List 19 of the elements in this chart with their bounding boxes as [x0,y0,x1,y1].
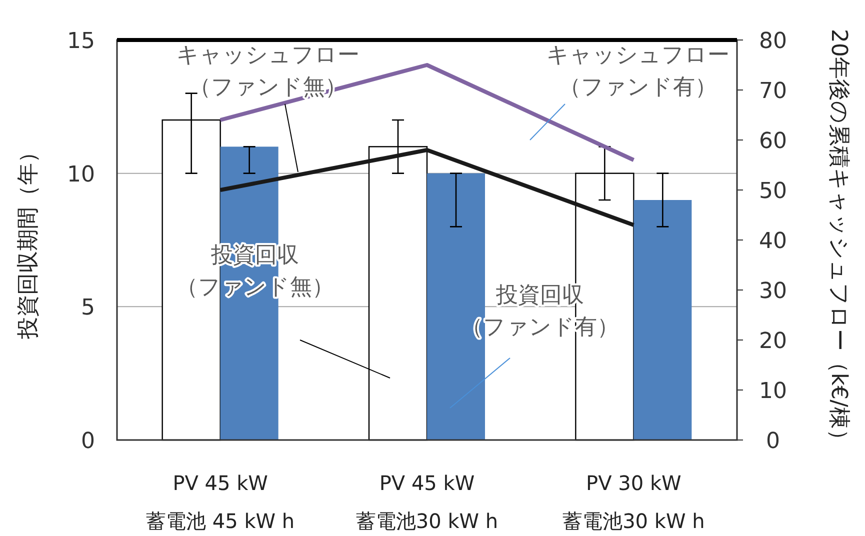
series-label: キャッシュフロー（ファンド有） [546,43,730,100]
y-tick-label: 0 [81,429,95,454]
y2-tick-label: 10 [759,379,787,404]
y-tick-label: 10 [67,162,95,188]
y2-tick-label: 0 [766,429,780,454]
y2-tick-label: 30 [759,279,787,304]
y-tick-label: 15 [67,29,95,54]
y-tick-label: 5 [81,296,95,321]
y-axis-title: 投資回収期間（年） [16,141,41,340]
y2-axis-title: 20年後の累積キャッシュフロー（k€/棟） [826,28,851,452]
y2-tick-label: 40 [759,229,787,254]
x-tick-label: PV 45 kW 蓄電池30 kW h [356,471,498,533]
y2-tick-label: 20 [759,329,787,354]
x-tick-label: PV 45 kW 蓄電池 45 kW h [146,471,295,533]
y2-tick-label: 70 [759,79,787,104]
y2-tick-label: 50 [759,179,787,204]
y2-tick-label: 60 [759,129,787,154]
y2-tick-label: 80 [759,29,787,54]
x-tick-label: PV 30 kW 蓄電池30 kW h [562,471,705,533]
